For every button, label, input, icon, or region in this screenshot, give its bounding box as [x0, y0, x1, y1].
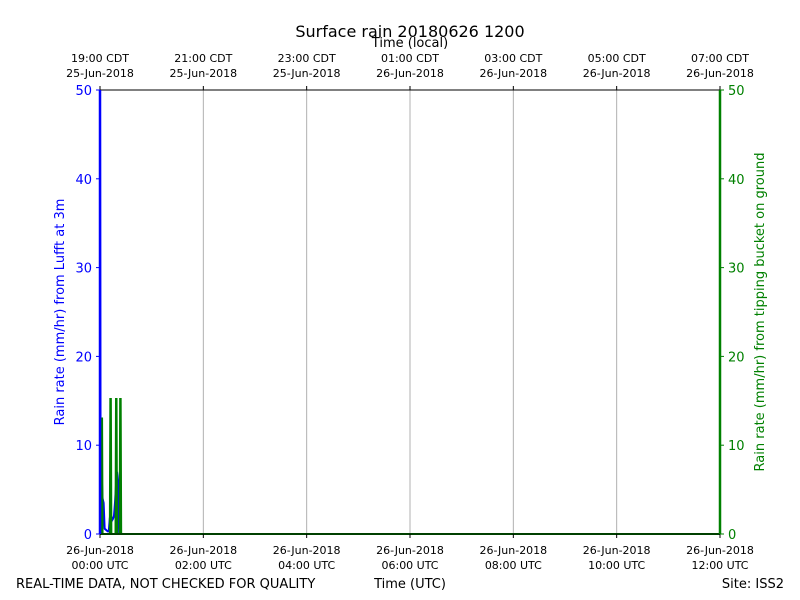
right-y-tick-label-0: 0 — [728, 528, 736, 543]
top-tick-time-6: 07:00 CDT — [691, 52, 749, 65]
top-tick-date-0: 25-Jun-2018 — [66, 67, 134, 80]
top-tick-date-6: 26-Jun-2018 — [686, 67, 754, 80]
bottom-tick-time-4: 08:00 UTC — [485, 559, 542, 572]
bottom-tick-time-3: 06:00 UTC — [381, 559, 438, 572]
top-tick-time-4: 03:00 CDT — [484, 52, 542, 65]
bottom-tick-date-6: 26-Jun-2018 — [686, 544, 754, 557]
top-tick-date-5: 26-Jun-2018 — [583, 67, 651, 80]
left-y-tick-label-0: 0 — [84, 528, 92, 543]
top-tick-time-1: 21:00 CDT — [174, 52, 232, 65]
site-label: Site: ISS2 — [722, 577, 784, 592]
right-y-axis-label: Rain rate (mm/hr) from tipping bucket on… — [753, 153, 768, 472]
quality-disclaimer: REAL-TIME DATA, NOT CHECKED FOR QUALITY — [16, 577, 315, 592]
right-y-tick-label-1: 10 — [728, 439, 745, 454]
top-tick-time-0: 19:00 CDT — [71, 52, 129, 65]
bottom-tick-time-0: 00:00 UTC — [71, 559, 128, 572]
bottom-tick-date-2: 26-Jun-2018 — [273, 544, 341, 557]
top-tick-time-5: 05:00 CDT — [588, 52, 646, 65]
left-y-tick-label-5: 50 — [75, 84, 92, 99]
bottom-tick-date-1: 26-Jun-2018 — [169, 544, 237, 557]
bottom-tick-time-5: 10:00 UTC — [588, 559, 645, 572]
grid-lines — [202, 90, 618, 534]
left-y-tick-label-1: 10 — [75, 439, 92, 454]
top-tick-date-4: 26-Jun-2018 — [479, 67, 547, 80]
x-axis-label: Time (UTC) — [373, 577, 446, 592]
right-y-tick-label-2: 20 — [728, 350, 745, 365]
left-y-axis-label: Rain rate (mm/hr) from Lufft at 3m — [53, 199, 68, 426]
left-y-tick-label-2: 20 — [75, 350, 92, 365]
bottom-tick-date-5: 26-Jun-2018 — [583, 544, 651, 557]
top-tick-time-2: 23:00 CDT — [278, 52, 336, 65]
bottom-tick-time-2: 04:00 UTC — [278, 559, 335, 572]
top-tick-date-1: 25-Jun-2018 — [169, 67, 237, 80]
bottom-tick-date-3: 26-Jun-2018 — [376, 544, 444, 557]
right-y-tick-label-5: 50 — [728, 84, 745, 99]
top-tick-date-3: 26-Jun-2018 — [376, 67, 444, 80]
left-y-tick-label-4: 40 — [75, 173, 92, 188]
left-y-tick-label-3: 30 — [75, 262, 92, 277]
bottom-tick-time-6: 12:00 UTC — [691, 559, 748, 572]
top-tick-date-2: 25-Jun-2018 — [273, 67, 341, 80]
chart-title: Surface rain 20180626 1200 — [295, 22, 524, 41]
bottom-tick-time-1: 02:00 UTC — [175, 559, 232, 572]
bottom-tick-date-4: 26-Jun-2018 — [479, 544, 547, 557]
right-y-tick-label-3: 30 — [728, 262, 745, 277]
top-tick-time-3: 01:00 CDT — [381, 52, 439, 65]
bottom-tick-date-0: 26-Jun-2018 — [66, 544, 134, 557]
top-axis-label: Time (local) — [371, 36, 448, 51]
right-y-tick-label-4: 40 — [728, 173, 745, 188]
tick-layer: 26-Jun-2018 00:00 UTC 26-Jun-2018 02:00 UTC… — [66, 52, 754, 572]
